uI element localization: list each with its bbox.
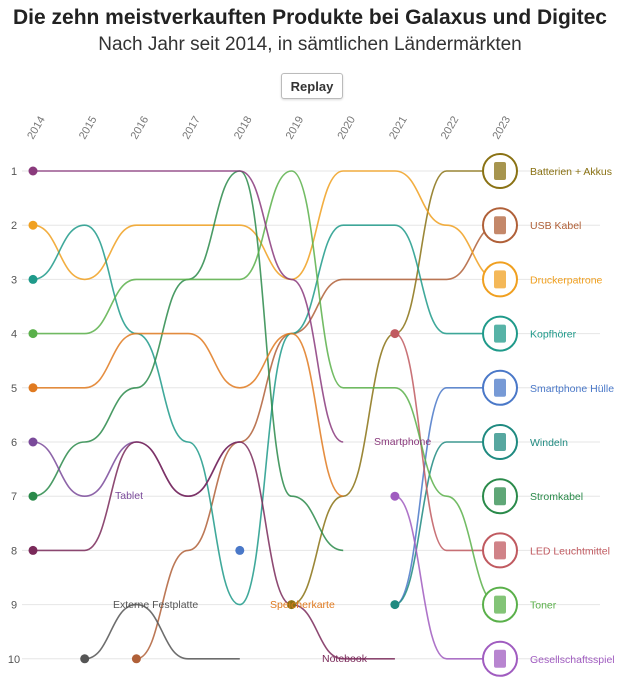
series-line <box>394 332 499 552</box>
rank-tick-label: 9 <box>11 600 17 612</box>
year-tick-label: 2017 <box>180 114 203 141</box>
rank-tick-label: 8 <box>11 545 17 557</box>
series-start-dot <box>80 654 90 664</box>
year-tick-label: 2021 <box>387 114 410 141</box>
chart-title: Die zehn meistverkauften Produkte bei Ga… <box>13 6 607 29</box>
rank-tick-label: 2 <box>11 220 17 232</box>
series-start-dot <box>235 545 245 555</box>
series-line <box>291 170 499 606</box>
rank-tick-label: 3 <box>11 274 17 286</box>
chart-labels: 1 2 3 4 5 6 7 8 9 10 2014 2015 2016 2017 2018 2019 2020 2… <box>8 114 615 666</box>
series-start-dot <box>131 654 141 664</box>
series-dots <box>28 153 518 677</box>
year-tick-label: 2019 <box>284 114 307 141</box>
end-label: USB Kabel <box>530 220 581 232</box>
toner-icon-glyph <box>494 595 506 614</box>
series-line <box>32 224 499 606</box>
year-tick-label: 2023 <box>491 114 514 141</box>
phone-case-icon-glyph <box>494 378 506 397</box>
series-line <box>394 495 499 660</box>
series-start-dot <box>28 491 38 501</box>
mid-label: Notebook <box>322 653 368 665</box>
series-start-dot <box>287 600 296 610</box>
year-tick-label: 2020 <box>335 114 358 141</box>
year-tick-label: 2022 <box>439 114 462 141</box>
series-line <box>32 170 344 552</box>
year-tick-label: 2015 <box>77 114 100 141</box>
series-line <box>32 332 344 497</box>
series-start-dot <box>28 166 38 176</box>
end-label: Kopfhörer <box>530 329 577 341</box>
series-line <box>33 441 395 660</box>
year-tick-label: 2016 <box>129 114 152 141</box>
series-start-dot <box>390 600 400 610</box>
power-cable-icon-glyph <box>494 487 506 506</box>
series-start-dot <box>28 437 38 447</box>
series-start-dot <box>28 329 38 339</box>
series-start-dot <box>390 491 400 501</box>
series-line <box>32 170 499 606</box>
mid-label: Speicherkarte <box>270 599 335 611</box>
led-lamp-icon-glyph <box>494 541 506 560</box>
series-start-dot <box>28 220 38 230</box>
series-start-dot <box>28 383 38 393</box>
end-label: Gesellschaftsspiel <box>530 654 615 666</box>
rank-tick-label: 6 <box>11 437 17 449</box>
series-line <box>394 441 499 606</box>
series-lines <box>32 170 499 660</box>
printer-cartridge-icon-glyph <box>494 270 506 289</box>
end-label: Batterien + Akkus <box>530 166 612 178</box>
replay-button[interactable]: Replay <box>281 73 343 99</box>
battery-icon-glyph <box>494 162 506 180</box>
rank-tick-label: 7 <box>11 491 17 503</box>
rank-tick-label: 4 <box>11 329 17 341</box>
end-label: Stromkabel <box>530 491 583 503</box>
series-start-dot <box>390 329 400 339</box>
board-game-icon-glyph <box>494 649 506 668</box>
series-line <box>32 441 240 498</box>
mid-label: Externe Festplatte <box>113 599 198 611</box>
end-label: Smartphone Hülle <box>530 383 614 395</box>
rank-tick-label: 10 <box>8 654 20 666</box>
mid-label: Tablet <box>115 490 143 502</box>
series-start-dot <box>28 545 38 555</box>
end-label: Druckerpatrone <box>530 274 603 286</box>
usb-cable-icon-glyph <box>494 216 506 235</box>
series-line <box>84 603 240 660</box>
rank-tick-label: 5 <box>11 383 17 395</box>
mid-label: Smartphone <box>374 436 431 448</box>
end-label: LED Leuchtmittel <box>530 545 610 557</box>
end-label: Toner <box>530 600 557 612</box>
grid-lines <box>22 170 600 660</box>
year-tick-label: 2018 <box>232 114 255 141</box>
year-tick-label: 2014 <box>25 114 48 141</box>
rank-tick-label: 1 <box>11 166 17 178</box>
chart-subtitle: Nach Jahr seit 2014, in sämtlichen Lände… <box>98 34 522 55</box>
series-line <box>32 170 344 443</box>
series-line <box>394 386 499 606</box>
diapers-icon-glyph <box>494 433 506 451</box>
series-start-dot <box>28 274 38 284</box>
headphones-icon-glyph <box>494 324 506 343</box>
end-label: Windeln <box>530 437 568 449</box>
